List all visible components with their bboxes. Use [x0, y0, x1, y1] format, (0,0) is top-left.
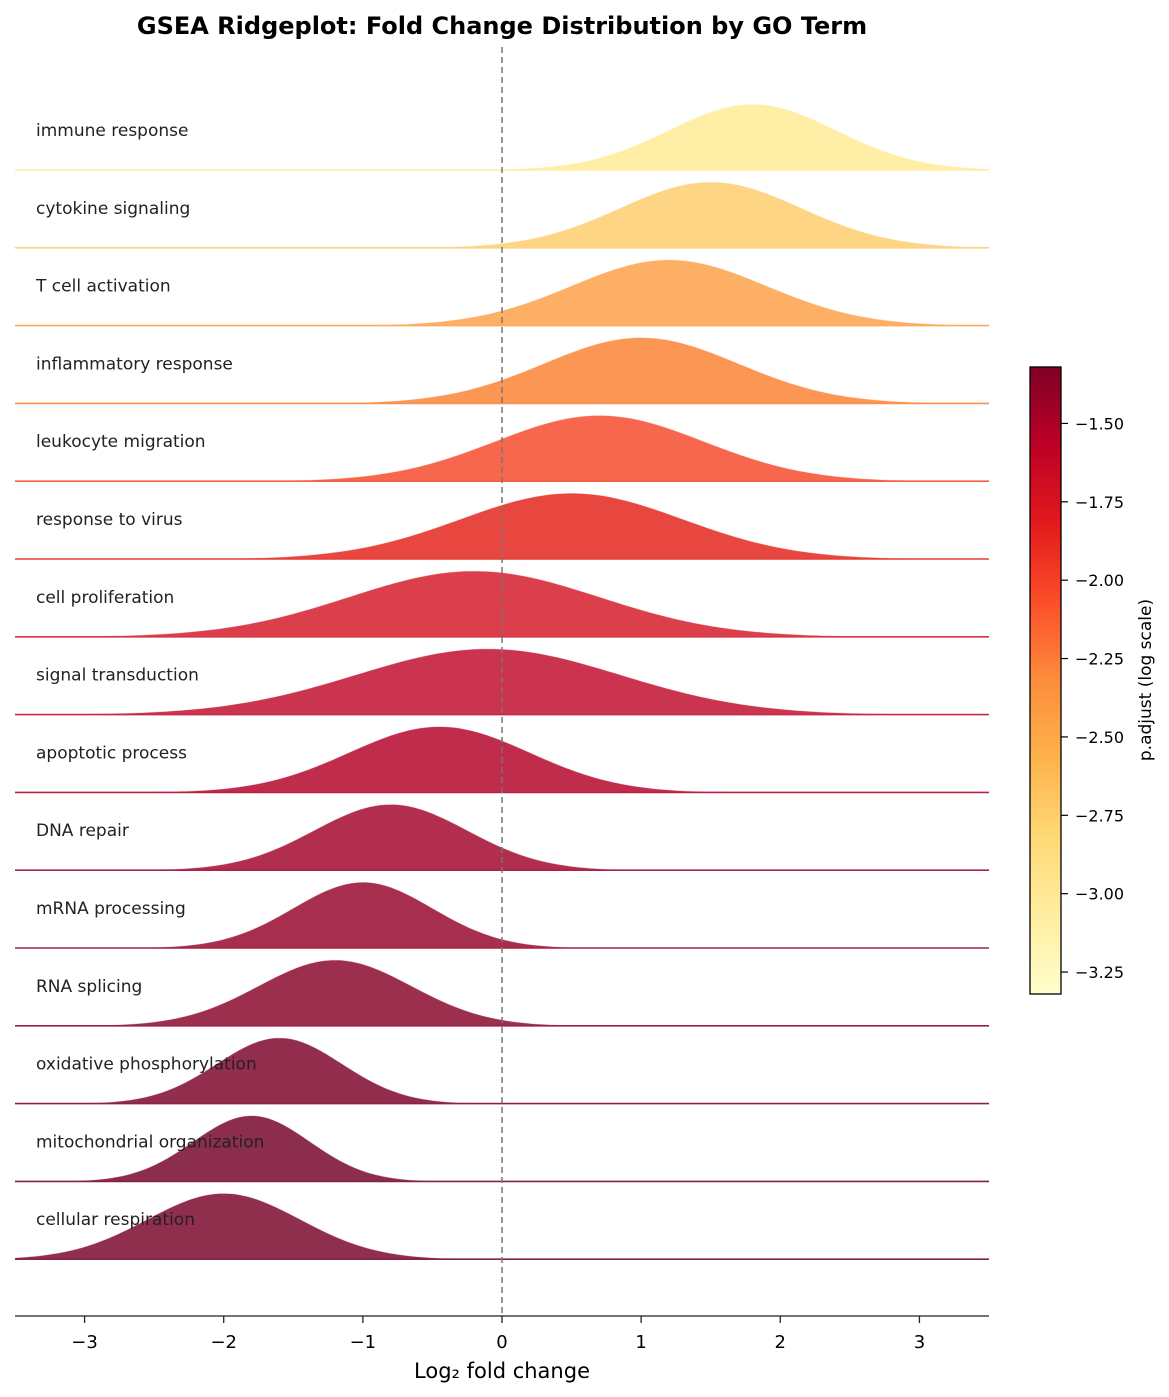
- colorbar-tick-label: −2.75: [1075, 806, 1124, 825]
- ridge-label-inflammatory-response: inflammatory response: [36, 354, 233, 374]
- ridge-outline-cell-proliferation: [14, 570, 990, 638]
- ridge-labels-group: immune response cytokine signaling T cell …: [35, 121, 264, 1230]
- chart-title: GSEA Ridgeplot: Fold Change Distribution…: [137, 12, 867, 40]
- ridge-label-signal-transduction: signal transduction: [36, 666, 199, 686]
- ridge-outline-signal-transduction: [14, 648, 990, 716]
- colorbar-tick-label: −1.75: [1075, 493, 1124, 512]
- ridge-label-leukocyte-migration: leukocyte migration: [36, 432, 206, 452]
- ridge-label-cell-proliferation: cell proliferation: [36, 588, 174, 608]
- colorbar-tick-label: −2.25: [1075, 650, 1124, 669]
- ridge-label-cytokine-signaling: cytokine signaling: [36, 199, 190, 219]
- colorbar-tick-label: −1.50: [1075, 414, 1124, 433]
- ridge-label-immune-response: immune response: [36, 121, 188, 141]
- x-axis-label: Log₂ fold change: [414, 1359, 590, 1383]
- ridge-immune-response: [15, 104, 989, 170]
- colorbar-ticks-group: −1.50 −1.75 −2.00 −2.25 −2.50 −2.75 −3.00 −3.25: [1061, 414, 1124, 982]
- ridge-label-rna-splicing: RNA splicing: [36, 977, 142, 997]
- ridge-response-to-virus: [15, 493, 989, 559]
- ridge-mitochondrial-organization: [15, 1115, 989, 1182]
- ridge-label-cellular-respiration: cellular respiration: [36, 1210, 195, 1230]
- colorbar: [1029, 366, 1062, 995]
- x-tick-label: −3: [71, 1332, 98, 1353]
- ridge-t-cell-activation: [15, 259, 989, 326]
- x-ticks-group: −3 −2 −1 0 1 2 3: [71, 1316, 925, 1353]
- ridge-label-apoptotic-process: apoptotic process: [36, 743, 187, 763]
- colorbar-tick-label: −3.25: [1075, 963, 1124, 982]
- x-tick-label: 0: [496, 1332, 507, 1353]
- ridge-label-mitochondrial-organization: mitochondrial organization: [36, 1132, 264, 1152]
- x-tick-label: 2: [775, 1332, 786, 1353]
- ridge-label-dna-repair: DNA repair: [36, 821, 129, 841]
- ridge-oxidative-phosphorylation: [15, 1037, 989, 1104]
- ridge-label-oxidative-phosphorylation: oxidative phosphorylation: [36, 1055, 257, 1075]
- colorbar-tick-label: −2.00: [1075, 571, 1124, 590]
- colorbar-tick-label: −3.00: [1075, 885, 1124, 904]
- x-tick-label: −1: [350, 1332, 377, 1353]
- ridge-label-response-to-virus: response to virus: [36, 510, 183, 530]
- ridge-label-mrna-processing: mRNA processing: [36, 899, 186, 919]
- ridge-rna-splicing: [15, 959, 989, 1026]
- colorbar-tick-label: −2.50: [1075, 728, 1124, 747]
- ridge-inflammatory-response: [15, 337, 989, 404]
- ridge-label-t-cell-activation: T cell activation: [35, 277, 171, 297]
- colorbar-label: p.adjust (log scale): [1136, 599, 1156, 761]
- ridge-mrna-processing: [15, 882, 989, 948]
- ridge-cytokine-signaling: [15, 181, 989, 248]
- x-tick-label: 1: [635, 1332, 646, 1353]
- x-tick-label: 3: [914, 1332, 925, 1353]
- ridge-cellular-respiration: [15, 1193, 989, 1260]
- x-tick-label: −2: [210, 1332, 237, 1353]
- ridge-cell-proliferation: [15, 570, 989, 637]
